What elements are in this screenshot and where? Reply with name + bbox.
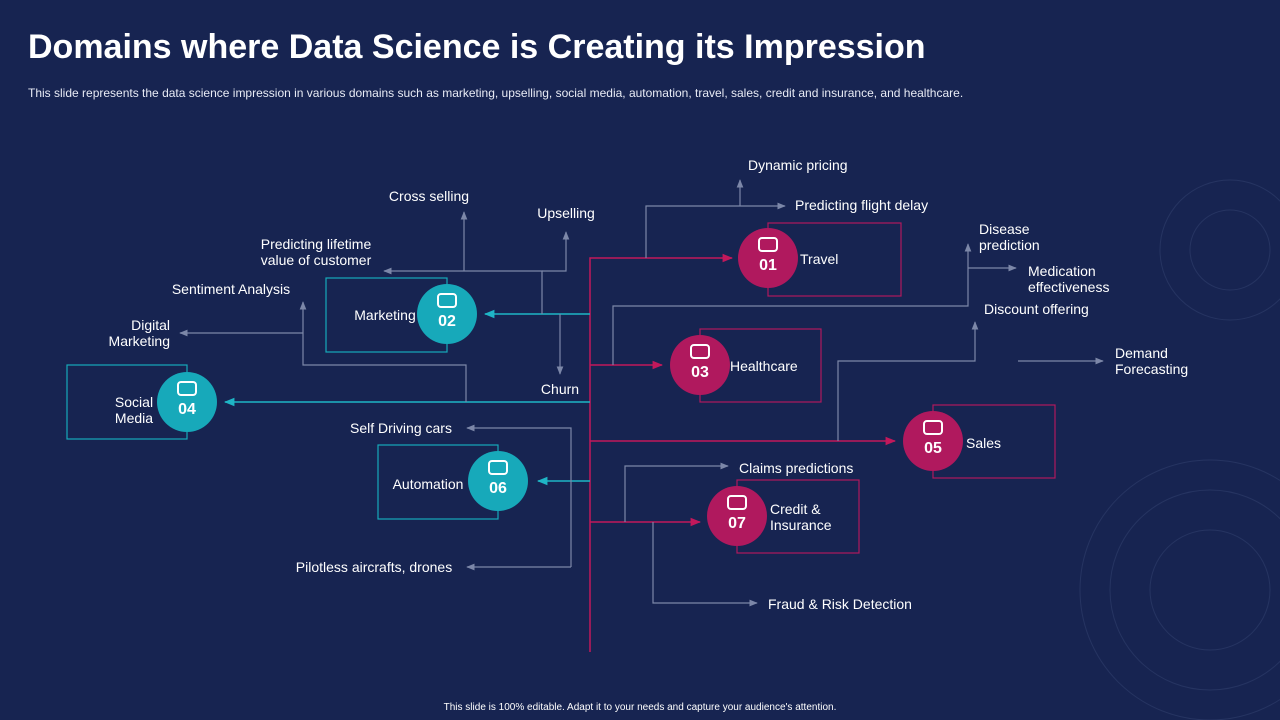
node-number: 05: [924, 440, 942, 457]
node-icon: [727, 495, 747, 510]
node-icon: [437, 293, 457, 308]
node-icon: [758, 237, 778, 252]
background-decoration: [1079, 179, 1280, 720]
leaf-label: Pilotless aircrafts, drones: [295, 559, 453, 575]
leaf-label: Churn: [540, 381, 580, 397]
leaf-label: Self Driving cars: [350, 420, 452, 436]
node-circle: [157, 372, 217, 432]
node-number: 07: [728, 515, 746, 532]
leaf-label: Dynamic pricing: [748, 157, 848, 173]
node-circle: [903, 411, 963, 471]
node-circle: [417, 284, 477, 344]
node-label: Social Media: [114, 394, 154, 426]
node-circle: [707, 486, 767, 546]
leaf-label: Cross selling: [388, 188, 470, 204]
node-label: Travel: [800, 251, 839, 267]
node-label: Healthcare: [730, 358, 798, 374]
leaf-label: Claims predictions: [739, 460, 854, 476]
node-circle: [468, 451, 528, 511]
leaf-label: Sentiment Analysis: [171, 281, 291, 297]
node-label: Credit & Insurance: [770, 501, 832, 533]
node-label: Automation: [392, 476, 464, 492]
title: Domains where Data Science is Creating i…: [28, 28, 926, 66]
node-circle: [670, 335, 730, 395]
node-number: 03: [691, 364, 709, 381]
node-icon: [177, 381, 197, 396]
node-number: 01: [759, 257, 777, 274]
subtitle: This slide represents the data science i…: [28, 86, 964, 100]
node-icon: [488, 460, 508, 475]
leaf-label: Predicting lifetime value of customer: [260, 236, 372, 268]
leaf-label: Disease prediction: [979, 221, 1040, 253]
connectors: [179, 179, 1104, 652]
leaf-label: Discount offering: [984, 301, 1089, 317]
node-circle: [738, 228, 798, 288]
node-number: 02: [438, 313, 456, 330]
footer: This slide is 100% editable. Adapt it to…: [443, 702, 837, 713]
leaf-label: Demand Forecasting: [1115, 345, 1189, 377]
leaf-label: Medication effectiveness: [1028, 263, 1110, 295]
node-label: Sales: [966, 435, 1002, 451]
leaf-label: Predicting flight delay: [795, 197, 929, 213]
node-label: Marketing: [354, 307, 416, 323]
node-icon: [923, 420, 943, 435]
node-number: 04: [178, 401, 196, 418]
leaf-label: Upselling: [537, 205, 595, 221]
leaf-label: Digital Marketing: [108, 317, 170, 349]
node-number: 06: [489, 480, 507, 497]
leaf-label: Fraud & Risk Detection: [768, 596, 912, 612]
node-icon: [690, 344, 710, 359]
